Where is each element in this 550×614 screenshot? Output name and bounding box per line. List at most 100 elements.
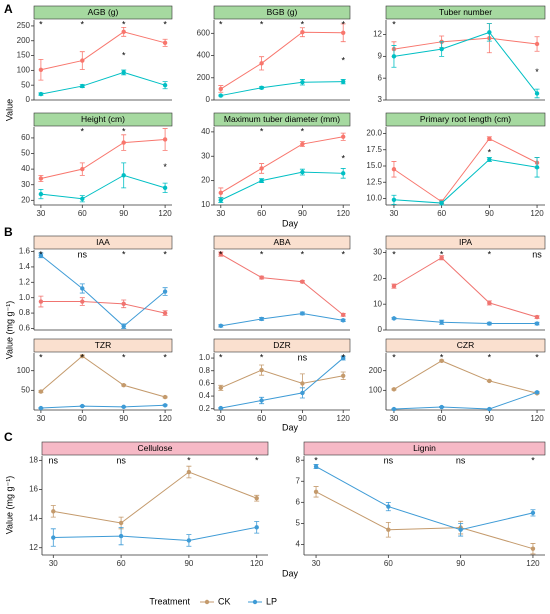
point (259, 398, 264, 403)
panel-title: Height (cm) (81, 114, 125, 124)
point (534, 165, 540, 170)
point (300, 80, 305, 85)
panel-strip (303, 441, 546, 456)
point (300, 390, 305, 396)
y-tick-label: 40 (21, 164, 30, 173)
panel-title: Cellulose (138, 443, 173, 453)
point (439, 46, 444, 52)
significance: * (440, 352, 444, 362)
significance: * (163, 249, 167, 259)
line (220, 136, 344, 194)
point (162, 40, 168, 46)
point (391, 316, 397, 321)
line (393, 138, 538, 203)
point (487, 30, 492, 35)
line (40, 174, 166, 200)
significance: * (301, 249, 305, 259)
significance: * (392, 249, 396, 259)
panel-strip (213, 338, 351, 353)
point (534, 41, 540, 47)
x-tick-label: 120 (250, 559, 264, 568)
point (530, 510, 536, 516)
significance: * (392, 352, 396, 362)
legend-marker (252, 599, 258, 605)
point (341, 30, 346, 35)
y-tick-label: 50 (21, 149, 30, 158)
y-tick-label: 150 (17, 51, 31, 60)
panel-title: Primary root length (cm) (420, 114, 511, 124)
y-tick-label: 0 (206, 95, 211, 104)
y-tick-label: 50 (21, 80, 30, 89)
y-tick-label: 5 (296, 519, 301, 528)
panel-title: Maximum tuber diameter (mm) (224, 114, 340, 124)
y-tick-label: 10.0 (366, 194, 382, 203)
x-tick-label: 90 (456, 559, 465, 568)
point (259, 178, 264, 183)
x-tick-label: 90 (298, 414, 307, 423)
line (40, 31, 166, 71)
x-tick-label: 60 (257, 414, 266, 423)
y-tick-label: 4 (296, 540, 301, 549)
point (300, 141, 305, 147)
point (121, 140, 126, 145)
panel-strip (385, 338, 546, 353)
point (300, 279, 305, 284)
line (220, 31, 344, 90)
significance: * (163, 162, 167, 172)
section-label: C (4, 430, 13, 444)
panel-title: ABA (273, 237, 290, 247)
x-tick-label: 30 (36, 414, 45, 423)
point (259, 85, 264, 90)
point (487, 406, 492, 412)
point (121, 323, 126, 329)
x-tick-label: 60 (78, 414, 87, 423)
panel-strip (385, 5, 546, 20)
significance: * (122, 126, 126, 136)
x-tick-label: 60 (437, 414, 446, 423)
x-tick-label: 120 (158, 414, 172, 423)
y-axis-label: Value (mg g⁻¹) (4, 476, 14, 535)
y-tick-label: 100 (17, 65, 31, 74)
y-tick-label: 20 (201, 176, 210, 185)
line (40, 254, 166, 327)
y-tick-label: 7 (296, 476, 301, 485)
y-tick-label: 12 (29, 543, 38, 552)
x-tick-label: 60 (117, 559, 126, 568)
point (162, 289, 168, 294)
y-tick-label: 100 (17, 366, 31, 375)
point (218, 197, 223, 203)
line (40, 355, 166, 398)
point (80, 196, 85, 201)
panel-strip (41, 441, 269, 456)
significance: * (81, 126, 85, 136)
point (121, 29, 126, 35)
point (186, 469, 192, 475)
point (80, 166, 85, 172)
point (51, 509, 56, 514)
point (38, 299, 44, 304)
point (218, 385, 223, 391)
point (38, 91, 44, 97)
significance: * (260, 126, 264, 136)
point (386, 504, 391, 509)
y-tick-label: 60 (21, 133, 30, 142)
significance: * (260, 352, 264, 362)
point (218, 323, 223, 329)
point (121, 383, 126, 388)
point (439, 320, 444, 325)
point (38, 253, 44, 258)
significance: * (535, 352, 539, 362)
point (162, 310, 168, 316)
point (534, 321, 540, 326)
point (300, 30, 305, 35)
point (162, 185, 168, 191)
point (259, 166, 264, 171)
y-tick-label: 400 (197, 51, 211, 60)
y-tick-label: 8 (296, 455, 301, 464)
y-tick-label: 1.0 (199, 353, 211, 362)
x-tick-label: 120 (530, 209, 544, 218)
panel-strip (385, 112, 546, 127)
x-tick-label: 30 (389, 209, 398, 218)
line (393, 37, 538, 50)
x-tick-label: 90 (485, 209, 494, 218)
